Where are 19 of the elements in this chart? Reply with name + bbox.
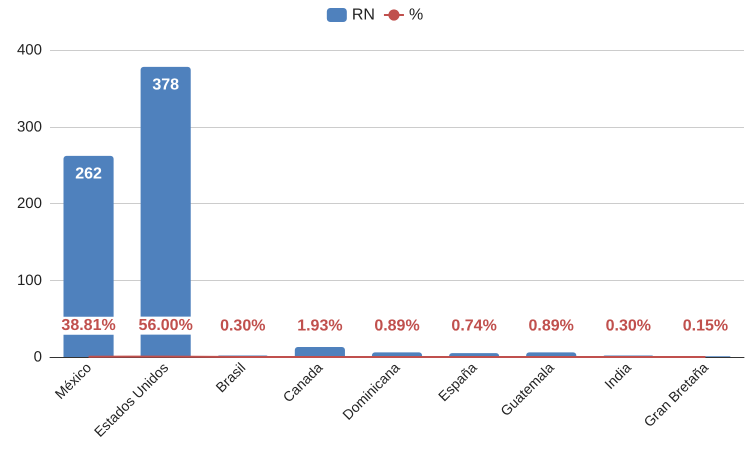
data-label: 0.30%	[220, 318, 266, 334]
y-tick-label: 200	[16, 195, 42, 212]
data-label: 0.30%	[606, 318, 652, 334]
data-label: 0.74%	[451, 317, 497, 334]
y-tick-label: 100	[16, 272, 42, 289]
data-label: 0.89%	[528, 317, 574, 334]
data-label: 0.89%	[374, 317, 420, 334]
data-label: 38.81%	[61, 317, 116, 334]
legend-label: RN	[352, 6, 375, 24]
y-tick-label: 300	[16, 118, 42, 136]
legend-label: %	[408, 6, 424, 24]
y-tick-label: 0	[34, 348, 42, 366]
data-label: 1.93%	[297, 317, 343, 334]
data-label: 262	[75, 165, 102, 182]
data-label: 0.15%	[682, 318, 728, 334]
data-label: 56.00%	[138, 317, 193, 334]
y-tick-label: 400	[16, 42, 42, 58]
bar	[140, 66, 191, 357]
data-label: 378	[152, 76, 180, 94]
